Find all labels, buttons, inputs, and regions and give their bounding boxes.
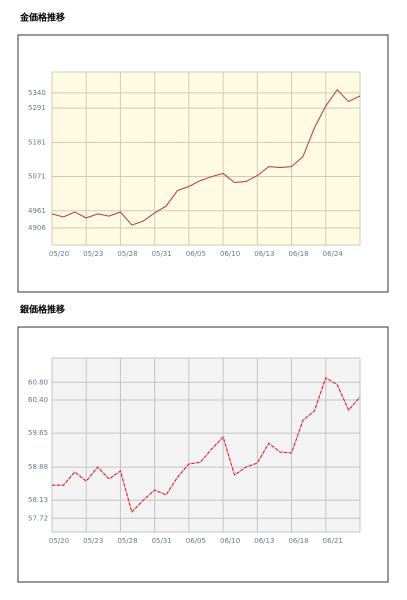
x-tick-label: 06/05	[186, 537, 206, 545]
y-tick-label: 5340	[28, 89, 46, 97]
x-tick-label: 06/18	[288, 250, 308, 258]
x-tick-label: 05/31	[152, 250, 172, 258]
x-tick-label: 05/20	[49, 250, 69, 258]
x-tick-label: 05/28	[117, 250, 137, 258]
x-tick-label: 06/24	[323, 250, 344, 258]
y-tick-label: 57.72	[28, 514, 48, 522]
y-tick-label: 4906	[28, 224, 46, 232]
y-tick-label: 5291	[28, 104, 46, 112]
x-tick-label: 05/20	[49, 537, 69, 545]
y-tick-label: 58.13	[28, 496, 48, 504]
series-line	[51, 88, 361, 226]
x-tick-label: 05/28	[117, 537, 137, 545]
x-tick-label: 06/10	[220, 537, 240, 545]
plot-area	[51, 357, 361, 533]
y-tick-label: 5071	[28, 173, 46, 181]
y-tick-label: 58.88	[28, 463, 48, 471]
y-tick-label: 60.80	[28, 378, 48, 386]
x-tick-label: 06/13	[254, 250, 274, 258]
series-line	[52, 377, 361, 514]
y-tick-label: 4961	[28, 207, 46, 215]
x-tick-label: 06/21	[323, 537, 343, 545]
x-tick-label: 06/18	[288, 537, 308, 545]
x-tick-label: 06/05	[186, 250, 206, 258]
chart-title: 銀価格推移	[20, 304, 65, 316]
x-tick-label: 06/13	[254, 537, 274, 545]
chart-title: 金価格推移	[19, 12, 65, 24]
x-tick-label: 05/31	[152, 537, 172, 545]
y-tick-label: 60.40	[28, 396, 48, 404]
y-tick-label: 59.65	[28, 429, 48, 437]
x-tick-label: 05/23	[83, 250, 103, 258]
x-tick-label: 06/10	[220, 250, 240, 258]
x-tick-label: 05/23	[83, 537, 103, 545]
y-tick-label: 5181	[28, 138, 46, 146]
plot-area	[51, 71, 361, 246]
